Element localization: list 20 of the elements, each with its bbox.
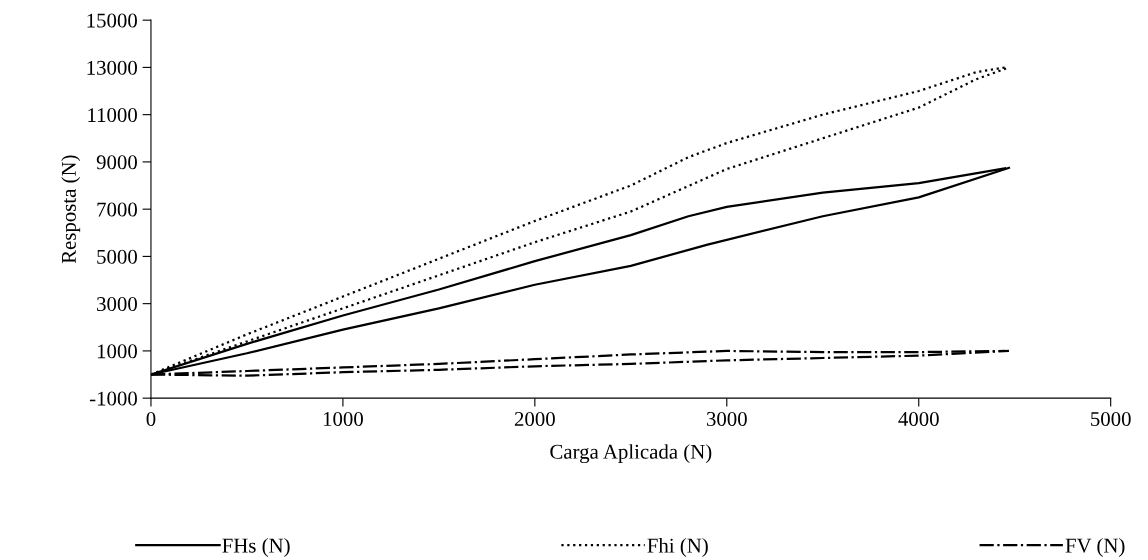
legend-label: FHs (N) <box>222 538 290 557</box>
y-tick-label: 3000 <box>97 297 137 312</box>
legend-label: Fhi (N) <box>647 538 708 557</box>
x-tick-label: 2000 <box>514 411 555 427</box>
x-tick-label: 3000 <box>706 411 747 427</box>
y-tick-label: 5000 <box>97 249 137 264</box>
y-tick-label: -1000 <box>89 391 137 406</box>
y-tick-label: 7000 <box>97 202 137 217</box>
x-tick-label: 4000 <box>898 411 939 427</box>
y-tick-label: 11000 <box>88 108 137 123</box>
y-axis-title: Resposta (N) <box>61 155 81 264</box>
legend-label: FV (N) <box>1065 538 1125 557</box>
y-tick-label: 13000 <box>87 60 137 75</box>
y-tick-label: 15000 <box>87 13 137 28</box>
x-tick-label: 5000 <box>1091 411 1131 427</box>
x-tick-label: 0 <box>146 411 156 427</box>
x-axis-title: Carga Aplicada (N) <box>550 444 712 464</box>
y-tick-label: 9000 <box>96 155 137 170</box>
x-tick-label: 1000 <box>323 411 363 427</box>
y-tick-label: 1000 <box>97 344 137 359</box>
